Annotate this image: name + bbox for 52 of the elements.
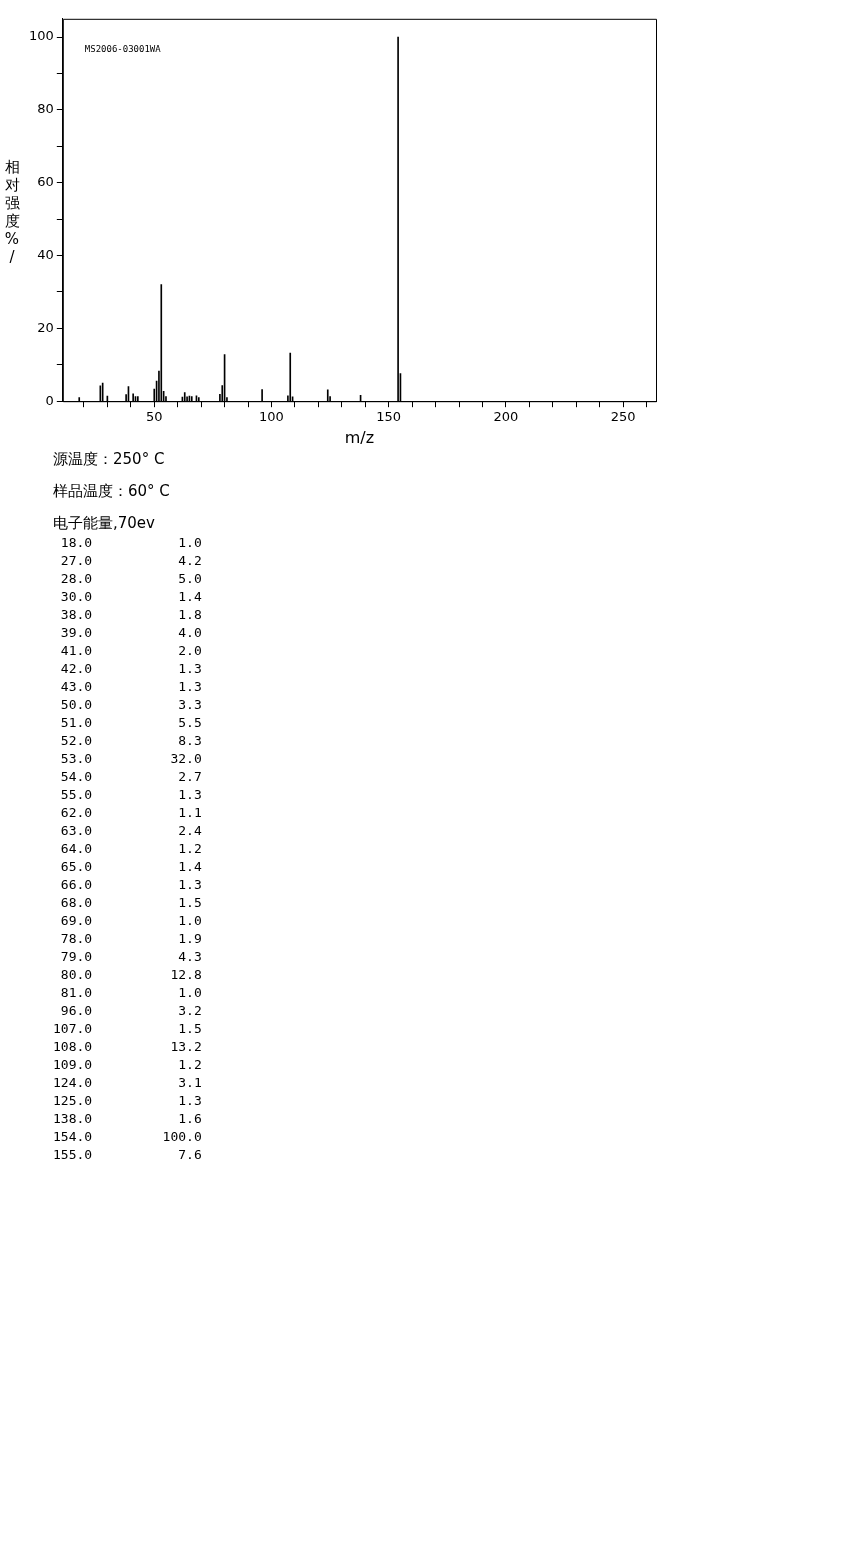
category-label: 28.0 5.0 xyxy=(60,571,202,586)
category-label: 138.0 1.6 xyxy=(53,1111,202,1126)
text: 样品温度：60° C xyxy=(53,481,171,502)
annotation: MS2006-03001WA xyxy=(84,43,162,54)
y-tick-label: 0 xyxy=(45,392,54,408)
category-label: 41.0 2.0 xyxy=(60,643,202,658)
x-tick-label: 100 xyxy=(259,409,284,425)
category-label: 53.0 32.0 xyxy=(60,751,202,766)
y-tick-label: 60 xyxy=(37,174,54,190)
category-label: 125.0 1.3 xyxy=(53,1093,202,1108)
category-label: 63.0 2.4 xyxy=(60,823,202,838)
category-label: 96.0 3.2 xyxy=(60,1003,202,1018)
category-label: 155.0 7.6 xyxy=(53,1147,202,1162)
text: 电子能量,70ev xyxy=(53,513,156,534)
category-label: 107.0 1.5 xyxy=(53,1021,202,1036)
category-label: 64.0 1.2 xyxy=(60,841,202,856)
y-tick-label: 80 xyxy=(37,101,54,117)
y-tick-label: 20 xyxy=(37,319,54,335)
category-label: 27.0 4.2 xyxy=(60,553,202,568)
category-label: 54.0 2.7 xyxy=(60,769,202,784)
category-label: 39.0 4.0 xyxy=(60,625,202,640)
category-label: 30.0 1.4 xyxy=(60,589,202,604)
category-label: 124.0 3.1 xyxy=(53,1075,202,1090)
category-label: 81.0 1.0 xyxy=(60,985,202,1000)
category-label: 42.0 1.3 xyxy=(60,661,202,676)
category-label: 68.0 1.5 xyxy=(60,895,202,910)
category-label: 66.0 1.3 xyxy=(60,877,202,892)
category-label: 62.0 1.1 xyxy=(60,805,202,820)
category-label: 50.0 3.3 xyxy=(60,697,202,712)
text: 源温度：250° C xyxy=(53,449,166,470)
y-tick-label: 40 xyxy=(37,246,54,262)
x-axis-title: m/z xyxy=(344,427,375,447)
category-label: 38.0 1.8 xyxy=(60,607,202,622)
category-label: 78.0 1.9 xyxy=(60,931,202,946)
x-tick-label: 200 xyxy=(493,409,519,425)
category-label: 154.0 100.0 xyxy=(53,1129,202,1144)
category-label: 51.0 5.5 xyxy=(60,715,202,730)
category-label: 109.0 1.2 xyxy=(53,1057,202,1072)
category-label: 43.0 1.3 xyxy=(60,679,202,694)
x-tick-label: 250 xyxy=(610,409,636,425)
category-label: 65.0 1.4 xyxy=(60,859,202,874)
y-axis-title: 相对强度%/ xyxy=(4,158,20,266)
category-label: 80.0 12.8 xyxy=(60,967,202,982)
category-label: 108.0 13.2 xyxy=(53,1039,202,1054)
category-label: 69.0 1.0 xyxy=(60,913,202,928)
category-label: 52.0 8.3 xyxy=(60,733,202,748)
y-tick-label: 100 xyxy=(28,28,54,44)
category-label: 55.0 1.3 xyxy=(60,787,202,802)
x-tick-label: 150 xyxy=(376,409,402,425)
category-label: 79.0 4.3 xyxy=(60,949,202,964)
x-tick-label: 50 xyxy=(145,409,163,425)
category-label: 18.0 1.0 xyxy=(60,535,202,550)
